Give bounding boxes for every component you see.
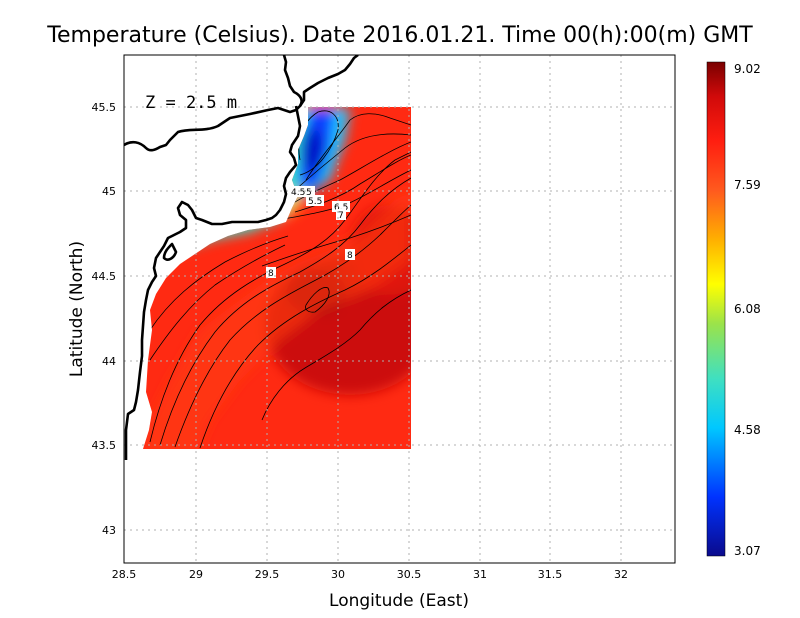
y-tick-label: 43 — [102, 524, 116, 537]
colorbar-tick-label: 9.02 — [734, 62, 761, 76]
y-tick-label: 44 — [102, 355, 116, 368]
x-tick-label: 30.5 — [397, 568, 422, 581]
x-axis-label: Longitude (East) — [329, 591, 469, 611]
x-tick-label: 31.5 — [538, 568, 563, 581]
y-axis-label: Latitude (North) — [67, 241, 87, 377]
colorbar-gradient — [706, 61, 726, 557]
depth-label: Z = 2.5 m — [145, 93, 237, 113]
x-tick-label: 29.5 — [255, 568, 280, 581]
colorbar-tick-label: 7.59 — [734, 178, 761, 192]
x-tick-label: 28.5 — [112, 568, 137, 581]
contour-label: 8 — [268, 269, 274, 279]
colorbar-tick-label: 6.08 — [734, 302, 761, 316]
contour-labels: 4.5 5 5.5 6.5 7 8 8 — [266, 186, 355, 279]
contour-label: 4.5 — [291, 188, 305, 198]
y-tick-label: 45 — [102, 185, 116, 198]
contour-label: 6.5 — [334, 203, 348, 213]
contour-label: 8 — [347, 251, 353, 261]
colorbar-tick-label: 3.07 — [734, 544, 761, 558]
contour-label: 5.5 — [308, 197, 322, 207]
x-axis-ticks: 28.5 29 29.5 30 30.5 31 31.5 32 — [112, 568, 628, 581]
chart-title: Temperature (Celsius). Date 2016.01.21. … — [46, 23, 753, 48]
x-tick-label: 32 — [614, 568, 628, 581]
y-tick-label: 43.5 — [92, 439, 117, 452]
y-axis-ticks: 43 43.5 44 44.5 45 45.5 — [92, 101, 117, 537]
x-tick-label: 31 — [473, 568, 487, 581]
colorbar: 9.02 7.59 6.08 4.58 3.07 — [706, 61, 761, 558]
x-tick-label: 30 — [331, 568, 345, 581]
plot-border — [123, 54, 676, 564]
y-tick-label: 44.5 — [92, 270, 117, 283]
colorbar-tick-label: 4.58 — [734, 423, 761, 437]
contour-label: 5 — [306, 188, 312, 198]
y-tick-label: 45.5 — [92, 101, 117, 114]
contour-label: 7 — [338, 211, 344, 221]
grid-lines — [124, 55, 675, 563]
x-tick-label: 29 — [189, 568, 203, 581]
coastline — [124, 55, 359, 460]
